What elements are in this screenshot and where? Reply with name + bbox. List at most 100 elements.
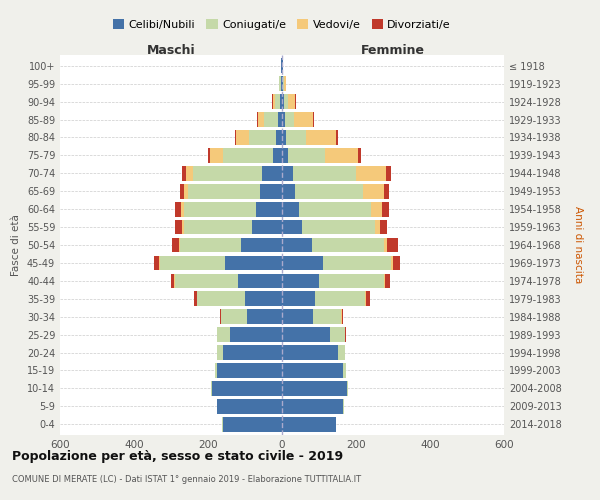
- Bar: [282, 166, 293, 180]
- Bar: [220, 310, 221, 324]
- Bar: [193, 166, 262, 180]
- Bar: [253, 220, 282, 234]
- Bar: [235, 130, 236, 145]
- Bar: [186, 166, 193, 180]
- Bar: [180, 184, 184, 198]
- Bar: [282, 292, 316, 306]
- Bar: [384, 184, 389, 198]
- Bar: [257, 112, 258, 127]
- Bar: [323, 256, 391, 270]
- Bar: [282, 256, 323, 270]
- Bar: [282, 220, 302, 234]
- Bar: [238, 274, 282, 288]
- Bar: [365, 292, 366, 306]
- Bar: [337, 345, 345, 360]
- Bar: [366, 292, 370, 306]
- Y-axis label: Anni di nascita: Anni di nascita: [573, 206, 583, 284]
- Bar: [286, 130, 306, 145]
- Bar: [282, 310, 313, 324]
- Bar: [356, 166, 386, 180]
- Bar: [281, 76, 282, 91]
- Bar: [384, 238, 387, 252]
- Bar: [170, 274, 175, 288]
- Bar: [299, 202, 371, 216]
- Bar: [282, 130, 286, 145]
- Bar: [217, 345, 223, 360]
- Bar: [311, 238, 384, 252]
- Bar: [282, 363, 343, 378]
- Bar: [393, 256, 400, 270]
- Bar: [172, 238, 179, 252]
- Bar: [179, 238, 180, 252]
- Bar: [258, 112, 263, 127]
- Bar: [236, 130, 249, 145]
- Bar: [386, 166, 391, 180]
- Bar: [282, 399, 343, 413]
- Bar: [282, 417, 335, 432]
- Bar: [278, 112, 282, 127]
- Bar: [217, 399, 282, 413]
- Bar: [277, 130, 282, 145]
- Bar: [175, 274, 238, 288]
- Bar: [282, 274, 319, 288]
- Bar: [280, 94, 282, 109]
- Bar: [241, 238, 282, 252]
- Bar: [273, 94, 275, 109]
- Bar: [371, 202, 382, 216]
- Bar: [247, 310, 282, 324]
- Bar: [313, 112, 314, 127]
- Bar: [256, 202, 282, 216]
- Bar: [284, 76, 286, 91]
- Bar: [159, 256, 160, 270]
- Bar: [295, 184, 364, 198]
- Text: Femmine: Femmine: [361, 44, 425, 57]
- Bar: [302, 220, 374, 234]
- Bar: [208, 148, 210, 162]
- Bar: [282, 148, 287, 162]
- Bar: [197, 292, 245, 306]
- Bar: [345, 328, 346, 342]
- Bar: [184, 184, 188, 198]
- Bar: [182, 220, 184, 234]
- Bar: [182, 166, 186, 180]
- Bar: [181, 202, 184, 216]
- Bar: [284, 94, 287, 109]
- Bar: [335, 130, 337, 145]
- Bar: [275, 94, 280, 109]
- Bar: [347, 381, 348, 396]
- Bar: [273, 148, 282, 162]
- Text: Popolazione per età, sesso e stato civile - 2019: Popolazione per età, sesso e stato civil…: [12, 450, 343, 463]
- Bar: [282, 58, 283, 73]
- Y-axis label: Fasce di età: Fasce di età: [11, 214, 21, 276]
- Bar: [358, 148, 361, 162]
- Bar: [384, 274, 385, 288]
- Bar: [306, 130, 335, 145]
- Bar: [325, 148, 358, 162]
- Bar: [295, 94, 296, 109]
- Bar: [313, 310, 341, 324]
- Bar: [262, 166, 282, 180]
- Bar: [283, 76, 284, 91]
- Bar: [282, 381, 347, 396]
- Bar: [364, 184, 384, 198]
- Bar: [293, 166, 356, 180]
- Bar: [382, 202, 389, 216]
- Bar: [245, 292, 282, 306]
- Bar: [175, 220, 182, 234]
- Bar: [282, 345, 337, 360]
- Bar: [194, 292, 197, 306]
- Legend: Celibi/Nubili, Coniugati/e, Vedovi/e, Divorziati/e: Celibi/Nubili, Coniugati/e, Vedovi/e, Di…: [109, 15, 455, 34]
- Bar: [341, 310, 343, 324]
- Bar: [210, 148, 223, 162]
- Bar: [224, 256, 282, 270]
- Bar: [380, 220, 388, 234]
- Bar: [223, 148, 273, 162]
- Bar: [184, 220, 253, 234]
- Bar: [282, 112, 285, 127]
- Bar: [287, 94, 295, 109]
- Bar: [223, 345, 282, 360]
- Text: COMUNE DI MERATE (LC) - Dati ISTAT 1° gennaio 2019 - Elaborazione TUTTITALIA.IT: COMUNE DI MERATE (LC) - Dati ISTAT 1° ge…: [12, 475, 361, 484]
- Bar: [175, 202, 181, 216]
- Bar: [282, 184, 295, 198]
- Bar: [282, 202, 299, 216]
